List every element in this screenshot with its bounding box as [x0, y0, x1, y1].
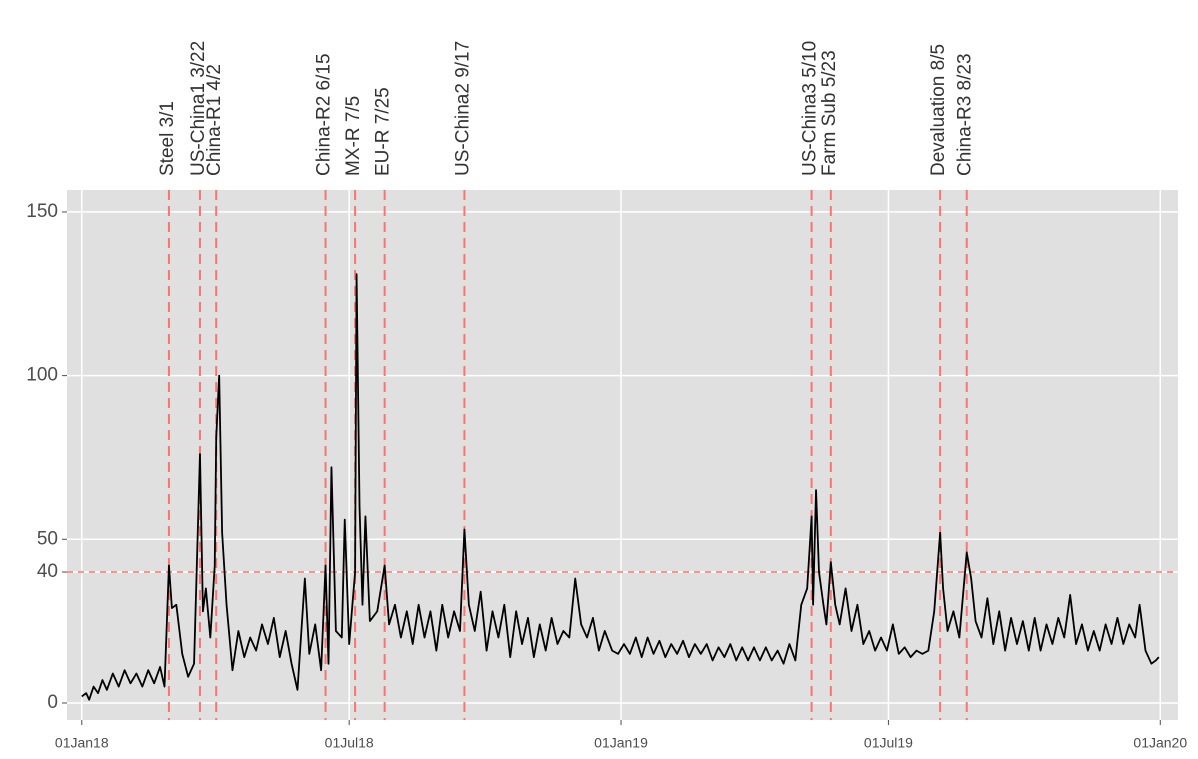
- event-label: Devaluation 8/5: [928, 44, 949, 176]
- x-tick-label: 01Jan18: [55, 735, 109, 751]
- event-label: China-R2 6/15: [314, 53, 335, 176]
- y-tick-label: 0: [47, 692, 58, 713]
- x-tick-label: 01Jan20: [1133, 735, 1187, 751]
- event-label: US-China2 9/17: [452, 41, 473, 176]
- y-tick-label: 150: [26, 201, 58, 222]
- y-tick-label: 40: [37, 561, 58, 582]
- event-label: China-R3 8/23: [955, 53, 976, 176]
- x-tick-label: 01Jul19: [864, 735, 913, 751]
- event-label: China-R1 4/2: [204, 64, 225, 176]
- y-tick-label: 50: [37, 528, 58, 549]
- y-tick-label: 100: [26, 365, 58, 386]
- event-label: MX-R 7/5: [343, 96, 364, 176]
- x-tick-label: 01Jan19: [594, 735, 648, 751]
- event-label: EU-R 7/25: [373, 87, 394, 176]
- event-label: US-China1 3/22: [188, 41, 209, 176]
- event-label: US-China3 5/10: [800, 41, 821, 176]
- x-tick-label: 01Jul18: [325, 735, 374, 751]
- event-label: Steel 3/1: [157, 101, 178, 176]
- panel: [67, 190, 1178, 720]
- event-label: Farm Sub 5/23: [819, 50, 840, 176]
- series-line: [81, 273, 1160, 701]
